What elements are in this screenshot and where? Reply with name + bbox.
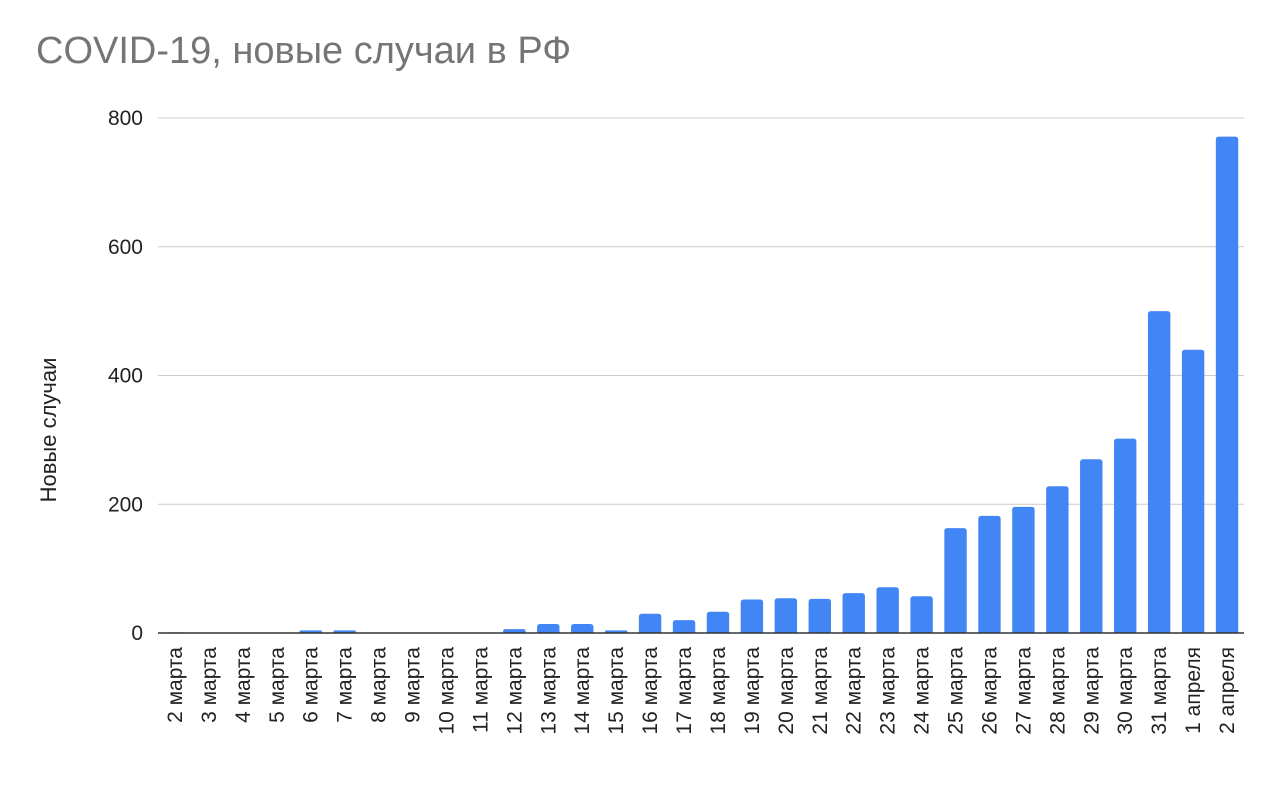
- bar: [1012, 506, 1035, 633]
- bars: [163, 136, 1239, 633]
- y-tick-label: 200: [108, 493, 143, 516]
- x-tick-label: 20 марта: [775, 647, 798, 735]
- y-tick-label: 800: [108, 107, 143, 130]
- bar: [1080, 459, 1103, 633]
- y-tick-label: 0: [131, 622, 143, 645]
- x-tick-label: 3 марта: [198, 647, 221, 723]
- y-tick-label: 600: [108, 236, 143, 259]
- bar: [1046, 486, 1069, 633]
- x-tick-label: 5 марта: [266, 647, 289, 723]
- x-tick-label: 4 марта: [232, 647, 255, 723]
- x-tick-label: 21 марта: [809, 647, 832, 735]
- bar: [876, 587, 899, 633]
- bar: [1114, 438, 1137, 633]
- x-tick-label: 29 марта: [1080, 647, 1103, 735]
- x-tick-label: 11 марта: [469, 647, 492, 733]
- bar: [1181, 349, 1205, 633]
- gridlines: [158, 117, 1244, 505]
- bar: [774, 598, 798, 633]
- x-tick-label: 10 марта: [435, 647, 458, 735]
- bar: [740, 599, 764, 633]
- x-tick-label: 16 марта: [639, 647, 662, 735]
- bar: [672, 620, 696, 633]
- x-tick-label: 1 апреля: [1182, 647, 1205, 734]
- bar: [978, 515, 1001, 633]
- bar: [842, 593, 865, 633]
- y-axis-ticks: 0 200 400 600 800: [108, 107, 143, 645]
- x-tick-label: 25 марта: [945, 647, 968, 735]
- bar: [944, 528, 967, 633]
- x-tick-label: 18 марта: [707, 647, 730, 735]
- bar: [537, 623, 560, 633]
- x-tick-label: 23 марта: [877, 647, 900, 735]
- bar: [1147, 311, 1171, 633]
- x-tick-label: 6 марта: [300, 647, 323, 723]
- x-tick-label: 22 марта: [843, 647, 866, 735]
- x-tick-label: 13 марта: [537, 647, 560, 735]
- x-axis-ticks: 2 марта 3 марта 4 марта 5 марта 6 марта 7 мар…: [164, 647, 1239, 735]
- bar: [808, 598, 831, 633]
- x-tick-label: 9 марта: [402, 647, 425, 723]
- bar: [638, 613, 662, 633]
- x-tick-label: 28 марта: [1046, 647, 1069, 735]
- x-tick-label: 24 марта: [911, 647, 934, 735]
- x-tick-label: 15 марта: [605, 647, 628, 735]
- y-tick-label: 400: [108, 365, 143, 388]
- chart-title: COVID-19, новые случаи в РФ: [36, 30, 572, 72]
- x-tick-label: 14 марта: [571, 647, 594, 735]
- x-tick-label: 30 марта: [1114, 647, 1137, 735]
- bar: [503, 629, 526, 633]
- bar: [706, 611, 730, 633]
- bar: [1215, 136, 1239, 633]
- y-axis-label: Новые случаи: [36, 358, 61, 503]
- x-tick-label: 7 марта: [334, 647, 357, 723]
- x-tick-label: 31 марта: [1148, 647, 1171, 735]
- x-tick-label: 26 марта: [978, 647, 1001, 735]
- x-tick-label: 12 марта: [503, 647, 526, 735]
- x-tick-label: 2 марта: [164, 647, 187, 723]
- x-tick-label: 2 апреля: [1216, 647, 1239, 734]
- x-tick-label: 19 марта: [741, 647, 764, 735]
- x-tick-label: 17 марта: [673, 647, 696, 735]
- bar: [571, 623, 594, 633]
- x-tick-label: 27 марта: [1012, 647, 1035, 735]
- x-tick-label: 8 марта: [368, 647, 391, 723]
- bar: [910, 596, 933, 633]
